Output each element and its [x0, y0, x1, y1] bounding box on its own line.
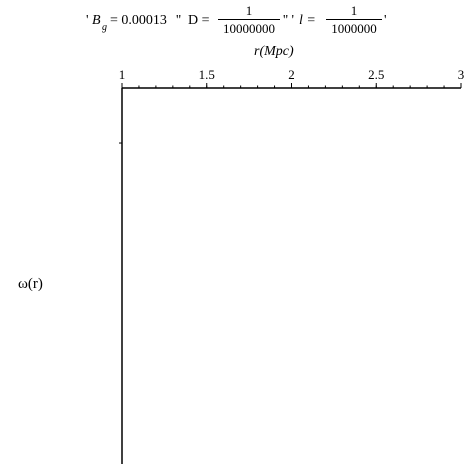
x-tick-label: 1 — [119, 67, 126, 82]
title-l-text: l = — [299, 13, 316, 28]
x-tick-label: 3 — [458, 67, 465, 82]
title-l-numerator: 1 — [350, 3, 358, 18]
title-quote-4: ' — [384, 13, 387, 28]
x-tick-label: 2.5 — [368, 67, 384, 82]
title-quote-2: '' — [176, 13, 182, 28]
title-d-numerator: 1 — [245, 3, 253, 18]
axes — [121, 87, 461, 464]
title-quote-3: '' ' — [283, 13, 295, 28]
x-tick-label: 1.5 — [199, 67, 215, 82]
x-tick-label: 2 — [288, 67, 295, 82]
title-l-fraction: 1 1000000 — [326, 4, 382, 35]
fraction-bar — [326, 19, 382, 20]
title-d-text: D = — [188, 13, 210, 28]
title-bg-subscript: g — [102, 22, 107, 33]
title-l-denominator: 1000000 — [331, 21, 377, 36]
y-axis-label: ω(r) — [18, 276, 43, 292]
title-bg-value: = 0.00013 — [110, 13, 167, 28]
title-d-denominator: 10000000 — [223, 21, 275, 36]
title-quote-1: ' — [86, 13, 89, 28]
title-d-fraction: 1 10000000 — [218, 4, 280, 35]
title-bg-symbol: B — [92, 13, 101, 28]
x-axis-label: r(Mpc) — [254, 44, 294, 59]
fraction-bar — [218, 19, 280, 20]
ticks: 11.522.53−0.33310−0.33315−0.33320−0.3332… — [119, 67, 465, 144]
chart-title: ' B g = 0.00013 '' D = 1 10000000 '' ' l… — [0, 0, 474, 50]
